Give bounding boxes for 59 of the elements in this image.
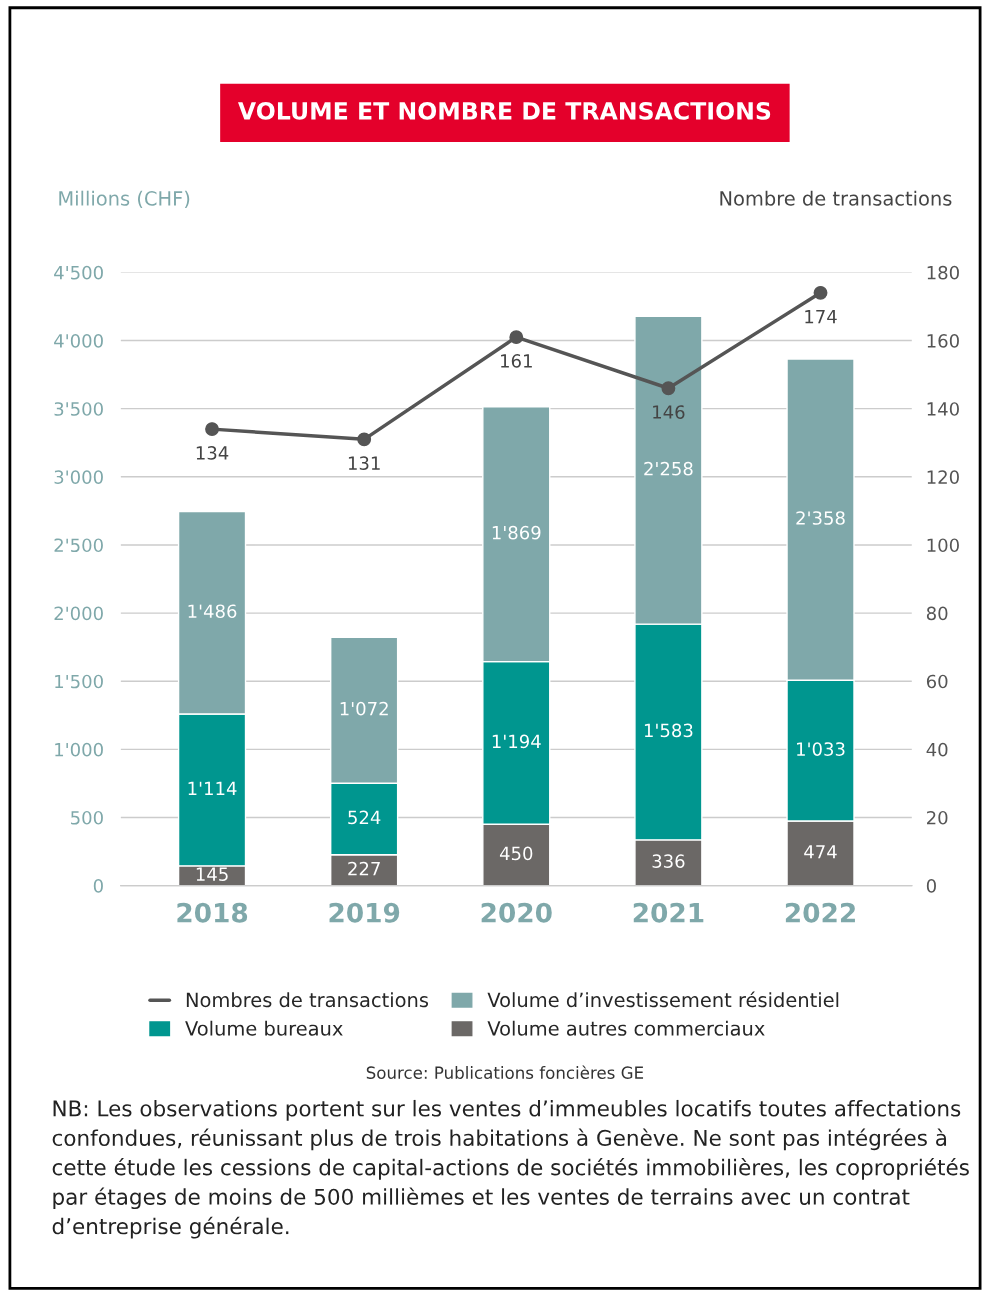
point bbox=[509, 330, 524, 345]
legend-label: Volume d’investissement résidentiel bbox=[487, 991, 839, 1008]
y-tick-label: 1'500 bbox=[55, 674, 103, 689]
source-note: Source: Publications foncières GE bbox=[366, 1065, 644, 1079]
y2-tick-label: 0 bbox=[926, 879, 936, 893]
legend-label: Volume autres commerciaux bbox=[487, 1020, 765, 1036]
x-tick-label: 2018 bbox=[177, 902, 248, 923]
data-label: 161 bbox=[501, 354, 532, 368]
y-tick-label: 3'000 bbox=[54, 470, 103, 484]
data-label: 1'033 bbox=[797, 742, 845, 756]
y-tick-label: 1'000 bbox=[55, 742, 103, 757]
x-tick-label: 2020 bbox=[481, 902, 552, 923]
y2-tick-label: 20 bbox=[927, 810, 948, 825]
data-label: 1'869 bbox=[492, 525, 541, 540]
y2-tick-label: 120 bbox=[927, 470, 959, 484]
y2-tick-label: 60 bbox=[926, 674, 948, 689]
data-label: 146 bbox=[653, 405, 685, 419]
legend-label: Nombres de transactions bbox=[186, 992, 429, 1008]
y-axis-title: Millions (CHF) bbox=[59, 190, 190, 209]
data-label: 450 bbox=[499, 846, 533, 861]
data-label: 1'194 bbox=[492, 734, 541, 749]
y-tick-label: 4'500 bbox=[54, 265, 103, 280]
point bbox=[661, 381, 676, 396]
data-label: 1'583 bbox=[644, 723, 693, 738]
x-tick-label: 2021 bbox=[633, 902, 704, 923]
data-label: 524 bbox=[348, 810, 381, 825]
data-label: 474 bbox=[804, 845, 837, 859]
point bbox=[205, 422, 219, 437]
chart-title: VOLUME ET NOMBRE DE TRANSACTIONS bbox=[237, 101, 771, 120]
data-label: 134 bbox=[196, 446, 229, 460]
y-tick-label: 2'000 bbox=[54, 606, 103, 621]
data-label: 227 bbox=[348, 861, 380, 876]
data-label: 174 bbox=[805, 310, 837, 324]
y-tick-label: 3'500 bbox=[54, 402, 103, 416]
data-label: 1'072 bbox=[340, 701, 388, 716]
point bbox=[357, 432, 372, 447]
data-label: 131 bbox=[348, 456, 380, 470]
data-label: 1'114 bbox=[188, 781, 237, 795]
data-label: 336 bbox=[652, 854, 685, 868]
y-tick-label: 4'000 bbox=[54, 334, 103, 348]
y2-tick-label: 140 bbox=[927, 402, 959, 416]
y2-tick-label: 40 bbox=[926, 742, 948, 757]
data-label: 2'258 bbox=[644, 461, 693, 476]
data-label: 145 bbox=[196, 867, 228, 881]
legend-label: Volume bureaux bbox=[185, 1020, 343, 1036]
y-tick-label: 0 bbox=[93, 879, 103, 893]
y2-axis-title: Nombre de transactions bbox=[720, 190, 952, 206]
y-tick-label: 2'500 bbox=[54, 538, 103, 553]
point bbox=[813, 285, 828, 300]
x-tick-label: 2019 bbox=[329, 902, 400, 923]
y2-tick-label: 100 bbox=[927, 538, 959, 553]
text: NB: Les observations portent sur les ventes d’immeubles locatifs toutes affectations confondues, réunissant plus de trois habitations à Genève. Ne sont pas intégrées à cette étude les cessions de capital-actions de sociétés immobilières, les copropriétés par étages de moins de 500 millièmes et les ventes de terrains avec un contrat d’entreprise générale. bbox=[52, 1099, 969, 1239]
y-tick-label: 500 bbox=[71, 810, 103, 825]
data-label: 2'358 bbox=[796, 511, 845, 525]
x-tick-label: 2022 bbox=[785, 902, 855, 923]
y2-tick-label: 160 bbox=[927, 334, 959, 348]
data-label: 1'486 bbox=[188, 604, 237, 619]
y2-tick-label: 180 bbox=[927, 265, 959, 280]
y2-tick-label: 80 bbox=[926, 606, 948, 621]
